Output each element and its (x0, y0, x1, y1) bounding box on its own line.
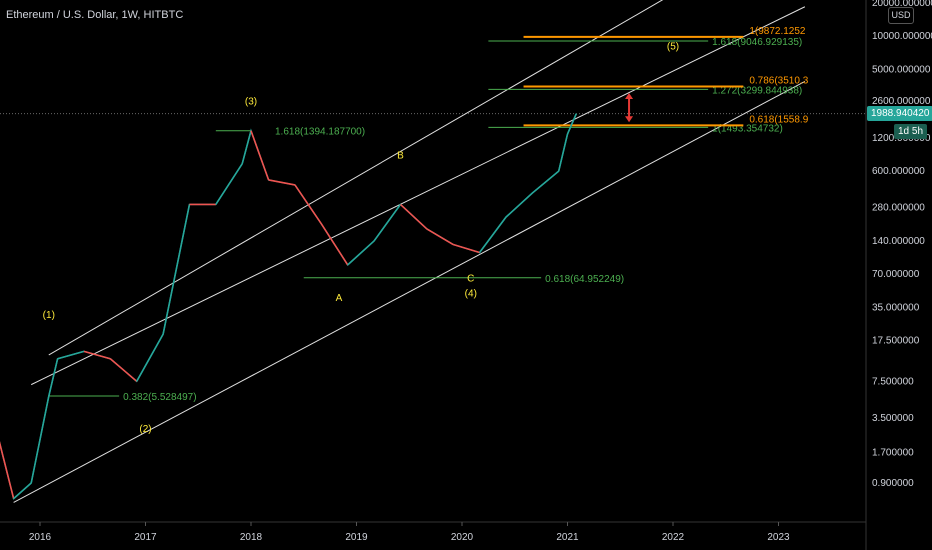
price-segment (426, 228, 454, 246)
price-segment (136, 333, 164, 382)
time-tick-label: 2021 (556, 532, 579, 543)
fib-level-label: 1(1493.354732) (712, 123, 783, 134)
price-line (0, 113, 577, 500)
fib-level-label: 0.382(5.528497) (123, 392, 196, 403)
price-segment (241, 130, 252, 164)
time-tick-label: 2023 (767, 532, 790, 543)
fib-level-label: 1.618(9046.929135) (712, 37, 802, 48)
price-segment (320, 223, 349, 266)
price-tick-label: 5000.000000 (872, 64, 931, 75)
price-segment (162, 204, 191, 335)
price-segment (294, 184, 322, 225)
time-tick-label: 2017 (134, 532, 157, 543)
time-tick-label: 2022 (662, 532, 685, 543)
wave-label: A (336, 293, 343, 304)
price-segment (505, 192, 533, 218)
chart-title: Ethereum / U.S. Dollar, 1W, HITBTC (6, 9, 184, 21)
price-tick-label: 3.500000 (872, 413, 914, 424)
wave-label: (2) (139, 424, 151, 435)
target-arrow (625, 92, 634, 123)
bar-countdown-badge: 1d 5h (894, 123, 928, 139)
price-segment (531, 170, 560, 194)
wave-label: (1) (43, 310, 55, 321)
price-segment (215, 163, 243, 205)
price-tick-label: 600.000000 (872, 166, 925, 177)
price-segment (30, 396, 50, 484)
price-tick-label: 1.700000 (872, 447, 914, 458)
fib-level-label: 1(9872.1252 (749, 26, 806, 37)
price-segment (373, 203, 402, 242)
wave-labels: (1) (2) (3) A B C (4) (5) (43, 41, 679, 435)
price-tick-label: 140.000000 (872, 236, 925, 247)
time-tick-label: 2018 (240, 532, 263, 543)
fib-level-label: 0.618(64.952249) (545, 274, 624, 285)
wave-label: (5) (667, 41, 679, 52)
wave-label: (4) (465, 288, 477, 299)
price-series (0, 113, 578, 500)
currency-button[interactable]: USD (888, 7, 914, 24)
wave-label: (3) (245, 97, 257, 108)
time-tick-label: 2016 (29, 532, 52, 543)
channel-line (48, 0, 664, 356)
price-segment (347, 240, 375, 266)
time-axis: 2016 2017 2018 2019 2020 2021 2022 2023 (29, 522, 790, 543)
wave-label: C (467, 274, 474, 285)
current-price-badge: 1988.940420 (867, 105, 932, 121)
price-segment (566, 113, 578, 135)
fib-level-label: 0.618(1558.9 (749, 114, 808, 125)
price-segment (48, 358, 59, 397)
price-segment (0, 441, 15, 499)
price-tick-label: 0.900000 (872, 478, 914, 489)
price-segment (452, 243, 480, 254)
fib-level-label: 1.272(3299.844938) (712, 85, 802, 96)
price-tick-label: 10000.000000 (872, 31, 932, 42)
price-segment (399, 203, 428, 230)
channel-line (13, 80, 806, 503)
price-segment (109, 358, 138, 382)
target-arrow-head-up (625, 92, 634, 99)
wave-label: B (397, 151, 404, 162)
fib-level-label: 1.618(1394.187700) (275, 127, 365, 138)
channel-lines (13, 0, 806, 503)
price-tick-label: 35.000000 (872, 302, 920, 313)
price-segment (250, 130, 270, 181)
price-segment (83, 350, 111, 360)
time-tick-label: 2020 (451, 532, 474, 543)
time-tick-label: 2019 (345, 532, 368, 543)
channel-line (30, 6, 806, 386)
price-tick-label: 280.000000 (872, 203, 925, 214)
fib-level-label: 0.786(3510.3 (749, 75, 808, 86)
price-segment (478, 216, 507, 254)
price-segment (557, 133, 569, 172)
price-tick-label: 17.500000 (872, 336, 920, 347)
price-tick-label: 7.500000 (872, 376, 914, 387)
price-tick-label: 20000.000000 (872, 0, 932, 9)
target-arrow-head-down (625, 116, 634, 123)
price-segment (268, 179, 296, 186)
fibonacci-levels: 1.618(1394.187700) 0.382(5.528497) 0.618(6… (48, 26, 809, 403)
price-tick-label: 2600.000000 (872, 96, 931, 107)
price-axis: 20000.000000 10000.000000 5000.000000 2600.… (872, 0, 932, 489)
price-tick-label: 70.000000 (872, 269, 920, 280)
price-segment (57, 350, 85, 360)
price-segment (13, 482, 32, 500)
